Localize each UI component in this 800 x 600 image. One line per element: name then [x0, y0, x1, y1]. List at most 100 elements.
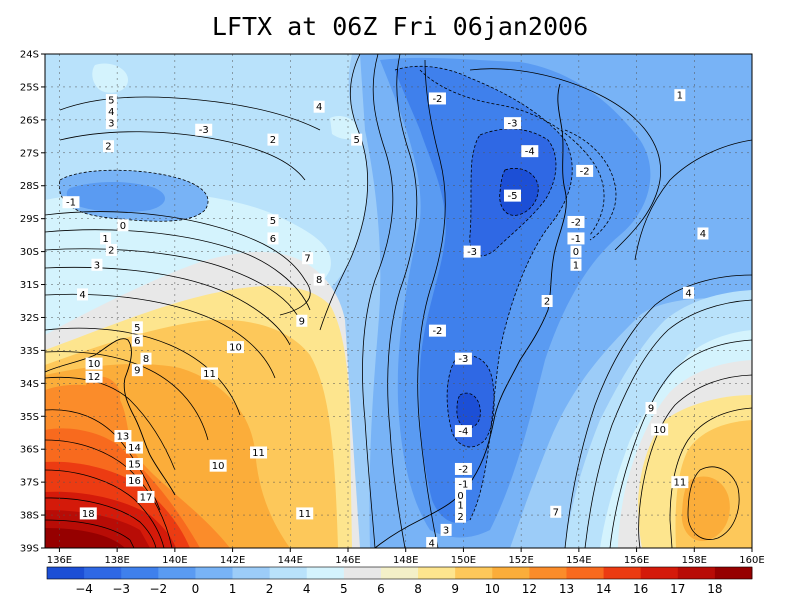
contour-label-bg — [195, 123, 213, 136]
contour-label-bg — [455, 489, 467, 502]
colorbar-label: 8 — [414, 582, 422, 596]
contour-label: 11 — [203, 369, 216, 380]
field-west-patch-2 — [66, 182, 166, 213]
y-tick-label: 37S — [20, 478, 39, 489]
x-tick-label: 148E — [393, 555, 418, 566]
contour-label-bg — [503, 117, 521, 130]
contour-label-bg — [105, 105, 117, 118]
colorbar-label: −2 — [149, 582, 167, 596]
contour-label-bg — [455, 510, 467, 523]
colorbar-label: −4 — [75, 582, 93, 596]
contour-label: 5 — [108, 96, 114, 107]
x-tick-label: 140E — [162, 555, 187, 566]
contour-label: 10 — [653, 425, 666, 436]
contour-label: 7 — [304, 254, 310, 265]
contour-label-bg — [267, 133, 279, 146]
grid-lines — [45, 54, 752, 548]
contour-label: 5 — [353, 135, 359, 146]
colorbar-label: 4 — [303, 582, 311, 596]
contour-label-bg — [114, 430, 132, 443]
colorbar-swatch — [195, 567, 233, 579]
contour-label-bg — [125, 458, 143, 471]
colorbar-swatch — [455, 567, 493, 579]
colorbar-swatch — [603, 567, 642, 579]
field-band-red5 — [45, 528, 125, 548]
contour-label: 8 — [316, 275, 322, 286]
contour-label: 2 — [105, 142, 111, 153]
contour-label: -2 — [432, 94, 442, 105]
contour-label-bg — [91, 258, 103, 271]
contour-label-bg — [313, 273, 325, 286]
contour-label-bg — [455, 499, 467, 512]
contour-label: -3 — [467, 247, 477, 258]
contour-label-bg — [250, 446, 268, 459]
contour-label: 17 — [140, 492, 153, 503]
contour-label-bg — [267, 232, 279, 245]
contour-label: 13 — [117, 432, 130, 443]
contour-label: 4 — [79, 290, 85, 301]
contour-label-bg — [683, 286, 695, 299]
contour-label: 5 — [270, 216, 276, 227]
contour-label-bg — [570, 245, 582, 258]
colorbar-swatch — [306, 567, 345, 579]
contour-label: -3 — [507, 119, 517, 130]
contour-label: 4 — [316, 102, 322, 113]
contour-label: -2 — [432, 326, 442, 337]
contour-label-bg — [226, 341, 244, 354]
colorbar-swatch — [84, 567, 122, 579]
contour-label-bg — [125, 474, 143, 487]
contour-labels: 543-32452-101234567895689101210111314151… — [62, 89, 709, 550]
contour-label: -2 — [571, 217, 581, 228]
colorbar: −4 −3 −2 0 1 2 4 5 6 8 9 10 12 13 14 16 17 18 — [46, 566, 753, 596]
colorbar-label: 12 — [522, 582, 537, 596]
chart-title: LFTX at 06Z Fri 06jan2006 — [211, 12, 589, 41]
contour-label: 9 — [134, 366, 140, 377]
colorbar-swatch — [714, 567, 753, 579]
x-tick-label: 146E — [335, 555, 360, 566]
contour-label-bg — [62, 196, 80, 209]
colorbar-swatch — [269, 567, 308, 579]
contour-label-bg — [503, 189, 521, 202]
contour-label-bg — [567, 232, 585, 245]
x-tick-label: 154E — [566, 555, 591, 566]
contour-label: 18 — [82, 509, 95, 520]
contour-label: 6 — [134, 336, 140, 347]
field-east-deep — [681, 476, 730, 541]
contour-label: 12 — [88, 372, 101, 383]
contour-label: -1 — [458, 479, 468, 490]
contour-label: 16 — [128, 476, 141, 487]
contour-label-bg — [117, 219, 129, 232]
contour-label-bg — [576, 164, 594, 177]
contour-label: -3 — [458, 354, 468, 365]
y-tick-label: 29S — [20, 214, 39, 225]
contour-label-bg — [100, 232, 112, 245]
y-tick-label: 31S — [20, 280, 39, 291]
contour-label-bg — [570, 258, 582, 271]
contour-label: 1 — [573, 260, 579, 271]
colorbar-swatch — [158, 567, 196, 579]
y-tick-label: 24S — [20, 50, 39, 61]
contour-label: 2 — [270, 135, 276, 146]
plot-frame — [44, 53, 753, 549]
contour-label-bg — [313, 100, 325, 113]
contour-label: 4 — [428, 539, 434, 550]
contour-label: 9 — [299, 316, 305, 327]
contour-label-bg — [454, 425, 472, 438]
contour-label: 1 — [677, 91, 683, 102]
map-area: 543-32452-101234567895689101210111314151… — [45, 54, 752, 550]
colorbar-swatch — [640, 567, 679, 579]
field-patch-top-east — [330, 115, 359, 140]
contour-label-bg — [302, 252, 314, 265]
contour-label: 14 — [128, 443, 141, 454]
contour-label: -3 — [199, 125, 209, 136]
contour-label-bg — [428, 92, 446, 105]
contour-label: 8 — [143, 354, 149, 365]
x-axis: 136E 138E 140E 142E 144E 146E 148E 150E 152E 154E… — [47, 548, 765, 566]
contour-label: -4 — [525, 147, 535, 158]
contour-label-bg — [131, 321, 143, 334]
contour-label-bg — [131, 334, 143, 347]
contour-label-bg — [77, 288, 89, 301]
contour-label: 3 — [94, 260, 100, 271]
colorbar-label: 14 — [596, 582, 611, 596]
colorbar-label: 9 — [451, 582, 459, 596]
